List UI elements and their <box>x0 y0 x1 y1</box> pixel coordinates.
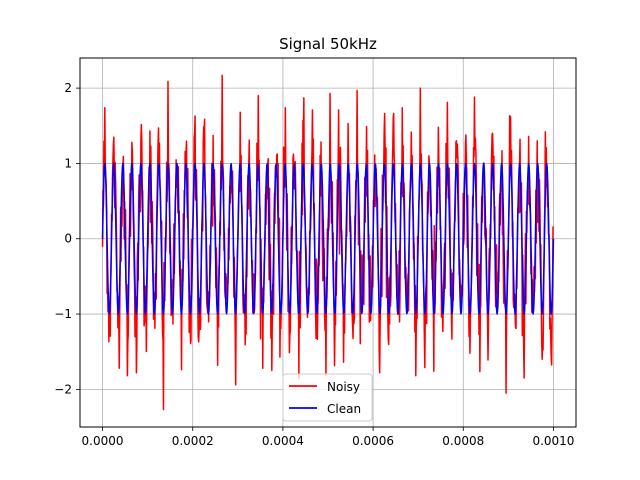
y-tick-label: −2 <box>54 382 72 396</box>
x-tick-label: 0.0008 <box>442 434 484 448</box>
x-tick-label: 0.0004 <box>262 434 304 448</box>
legend-label: Clean <box>327 402 361 416</box>
y-tick-label: 1 <box>64 156 72 170</box>
series-layer <box>101 74 555 411</box>
y-tick-label: 2 <box>64 81 72 95</box>
axis-ticks: 0.0000 0.0002 0.0004 0.0006 0.0008 0.0010 −2 −1… <box>54 81 574 448</box>
series-clean-line <box>101 162 555 315</box>
legend-label: Noisy <box>327 380 360 394</box>
plot-frame <box>79 57 577 428</box>
y-tick-label: −1 <box>54 307 72 321</box>
x-tick-label: 0.0002 <box>172 434 214 448</box>
legend: Noisy Clean <box>282 373 373 422</box>
x-tick-label: 0.0006 <box>352 434 394 448</box>
chart-title: Signal 50kHz <box>279 35 377 53</box>
y-tick-label: 0 <box>64 232 72 246</box>
x-tick-label: 0.0010 <box>532 434 574 448</box>
x-tick-label: 0.0000 <box>82 434 124 448</box>
